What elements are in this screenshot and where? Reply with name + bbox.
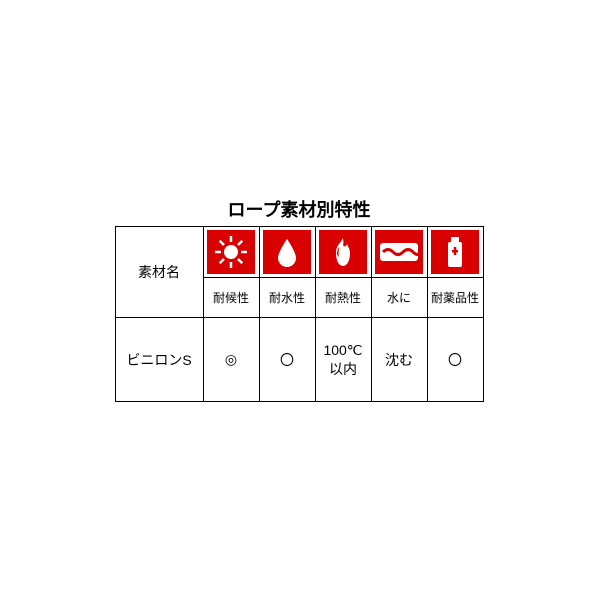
water-icon [263,230,311,274]
material-name: ビニロンS [115,318,203,402]
table-row: ビニロンS ◎ 〇 100℃以内 沈む 〇 [115,318,483,402]
value-sink: 沈む [371,318,427,402]
material-header: 素材名 [115,227,203,318]
icon-cell-chemical [427,227,483,278]
value-water: 〇 [259,318,315,402]
wave-icon [375,230,423,274]
value-heat: 100℃以内 [315,318,371,402]
col-label-sink: 水に [371,278,427,318]
sun-icon [207,230,255,274]
header-row: 素材名 [115,227,483,278]
icon-cell-weather [203,227,259,278]
col-label-chemical: 耐薬品性 [427,278,483,318]
value-weather: ◎ [203,318,259,402]
col-label-heat: 耐熱性 [315,278,371,318]
bottle-icon [431,230,479,274]
properties-table: 素材名 [115,226,484,402]
icon-cell-water [259,227,315,278]
icon-cell-sink [371,227,427,278]
value-chemical: 〇 [427,318,483,402]
fire-icon [319,230,367,274]
col-label-water: 耐水性 [259,278,315,318]
col-label-weather: 耐候性 [203,278,259,318]
table-title: ロープ素材別特性 [228,196,371,222]
icon-cell-heat [315,227,371,278]
